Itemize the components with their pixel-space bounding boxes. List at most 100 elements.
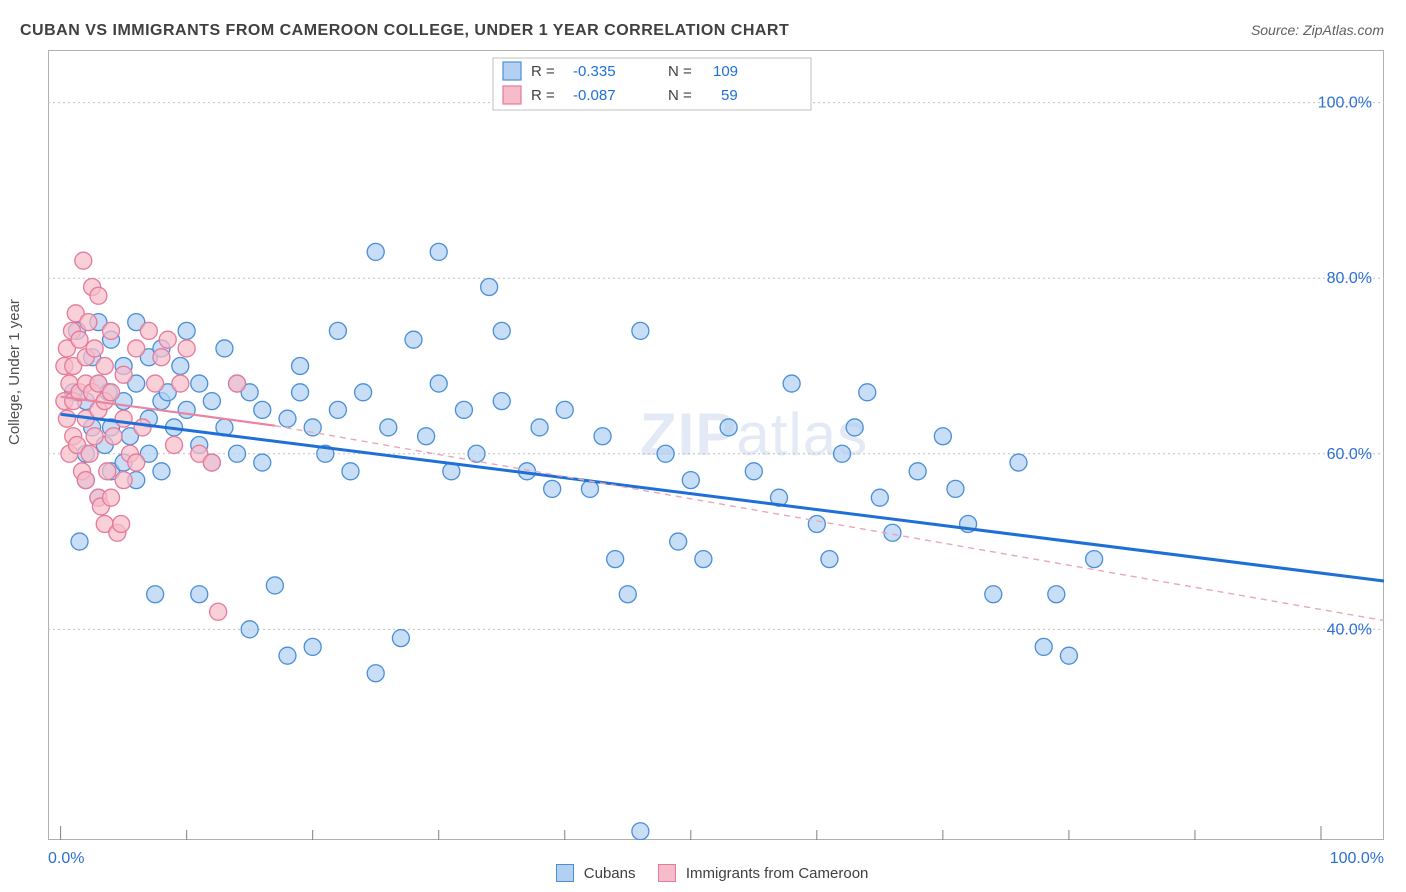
data-point-cameroon: [71, 331, 88, 348]
y-tick-label: 100.0%: [1318, 95, 1372, 112]
data-point-cuban: [481, 279, 498, 296]
data-point-cuban: [745, 463, 762, 480]
data-point-cuban: [342, 463, 359, 480]
data-point-cameroon: [81, 445, 98, 462]
data-point-cuban: [355, 384, 372, 401]
legend-top-n-label: N =: [668, 87, 692, 104]
data-point-cuban: [392, 630, 409, 647]
data-point-cuban: [71, 533, 88, 550]
data-point-cameroon: [113, 516, 130, 533]
data-point-cuban: [695, 551, 712, 568]
data-point-cuban: [531, 419, 548, 436]
data-point-cuban: [607, 551, 624, 568]
data-point-cuban: [292, 384, 309, 401]
trend-line-cuban: [61, 414, 1384, 581]
data-point-cameroon: [115, 410, 132, 427]
data-point-cameroon: [80, 314, 97, 331]
x-axis-label-max: 100.0%: [1330, 850, 1384, 868]
data-point-cameroon: [140, 322, 157, 339]
data-point-cuban: [367, 243, 384, 260]
data-point-cuban: [1086, 551, 1103, 568]
data-point-cuban: [266, 577, 283, 594]
data-point-cameroon: [172, 375, 189, 392]
legend-swatch-cameroon: [658, 864, 676, 882]
data-point-cuban: [846, 419, 863, 436]
legend-bottom: Cubans Immigrants from Cameroon: [0, 864, 1406, 882]
data-point-cameroon: [134, 419, 151, 436]
data-point-cameroon: [99, 463, 116, 480]
data-point-cuban: [147, 586, 164, 603]
data-point-cuban: [947, 480, 964, 497]
data-point-cameroon: [128, 454, 145, 471]
data-point-cameroon: [210, 603, 227, 620]
data-point-cuban: [720, 419, 737, 436]
data-point-cuban: [934, 428, 951, 445]
legend-swatch-cubans: [556, 864, 574, 882]
y-tick-label: 60.0%: [1327, 446, 1372, 463]
data-point-cuban: [556, 401, 573, 418]
chart-title: CUBAN VS IMMIGRANTS FROM CAMEROON COLLEG…: [20, 22, 789, 40]
x-axis-label-min: 0.0%: [48, 850, 84, 868]
data-point-cuban: [304, 638, 321, 655]
data-point-cuban: [191, 375, 208, 392]
data-point-cameroon: [86, 428, 103, 445]
legend-top-r-label: R =: [531, 63, 555, 80]
data-point-cameroon: [103, 489, 120, 506]
data-point-cuban: [292, 358, 309, 375]
data-point-cuban: [254, 401, 271, 418]
data-point-cuban: [1035, 638, 1052, 655]
data-point-cuban: [1048, 586, 1065, 603]
data-point-cameroon: [86, 340, 103, 357]
data-point-cameroon: [96, 358, 113, 375]
data-point-cuban: [172, 358, 189, 375]
data-point-cameroon: [159, 331, 176, 348]
data-point-cuban: [380, 419, 397, 436]
legend-top-swatch-cameroon: [503, 86, 521, 104]
data-point-cuban: [203, 393, 220, 410]
data-point-cuban: [619, 586, 636, 603]
data-point-cuban: [808, 516, 825, 533]
data-point-cuban: [493, 322, 510, 339]
data-point-cameroon: [77, 472, 94, 489]
data-point-cuban: [783, 375, 800, 392]
chart-container: CUBAN VS IMMIGRANTS FROM CAMEROON COLLEG…: [0, 0, 1406, 892]
data-point-cuban: [594, 428, 611, 445]
data-point-cameroon: [166, 437, 183, 454]
legend-top-r-label: R =: [531, 87, 555, 104]
legend-top-swatch-cuban: [503, 62, 521, 80]
legend-top-n-cameroon: 59: [721, 87, 738, 104]
data-point-cuban: [909, 463, 926, 480]
source-attribution: Source: ZipAtlas.com: [1251, 22, 1384, 38]
data-point-cuban: [153, 463, 170, 480]
data-point-cuban: [430, 243, 447, 260]
data-point-cameroon: [103, 322, 120, 339]
data-point-cuban: [985, 586, 1002, 603]
data-point-cuban: [682, 472, 699, 489]
data-point-cameroon: [229, 375, 246, 392]
data-point-cameroon: [128, 340, 145, 357]
data-point-cameroon: [115, 472, 132, 489]
data-point-cuban: [279, 410, 296, 427]
data-point-cuban: [670, 533, 687, 550]
data-point-cameroon: [103, 384, 120, 401]
trend-line-cameroon-extrapolated: [275, 426, 1384, 621]
y-tick-label: 40.0%: [1327, 621, 1372, 638]
data-point-cuban: [405, 331, 422, 348]
data-point-cameroon: [58, 410, 75, 427]
legend-label-cubans: Cubans: [584, 865, 636, 882]
scatter-plot: 40.0%60.0%80.0%100.0%R =-0.335N =109R =-…: [48, 50, 1384, 840]
data-point-cuban: [418, 428, 435, 445]
data-point-cuban: [632, 823, 649, 840]
legend-top-n-cuban: 109: [713, 63, 738, 80]
data-point-cuban: [178, 401, 195, 418]
data-point-cameroon: [115, 366, 132, 383]
data-point-cuban: [367, 665, 384, 682]
data-point-cuban: [455, 401, 472, 418]
data-point-cameroon: [90, 287, 107, 304]
data-point-cuban: [241, 621, 258, 638]
data-point-cuban: [279, 647, 296, 664]
data-point-cameroon: [105, 428, 122, 445]
data-point-cuban: [859, 384, 876, 401]
data-point-cuban: [216, 340, 233, 357]
data-point-cuban: [430, 375, 447, 392]
